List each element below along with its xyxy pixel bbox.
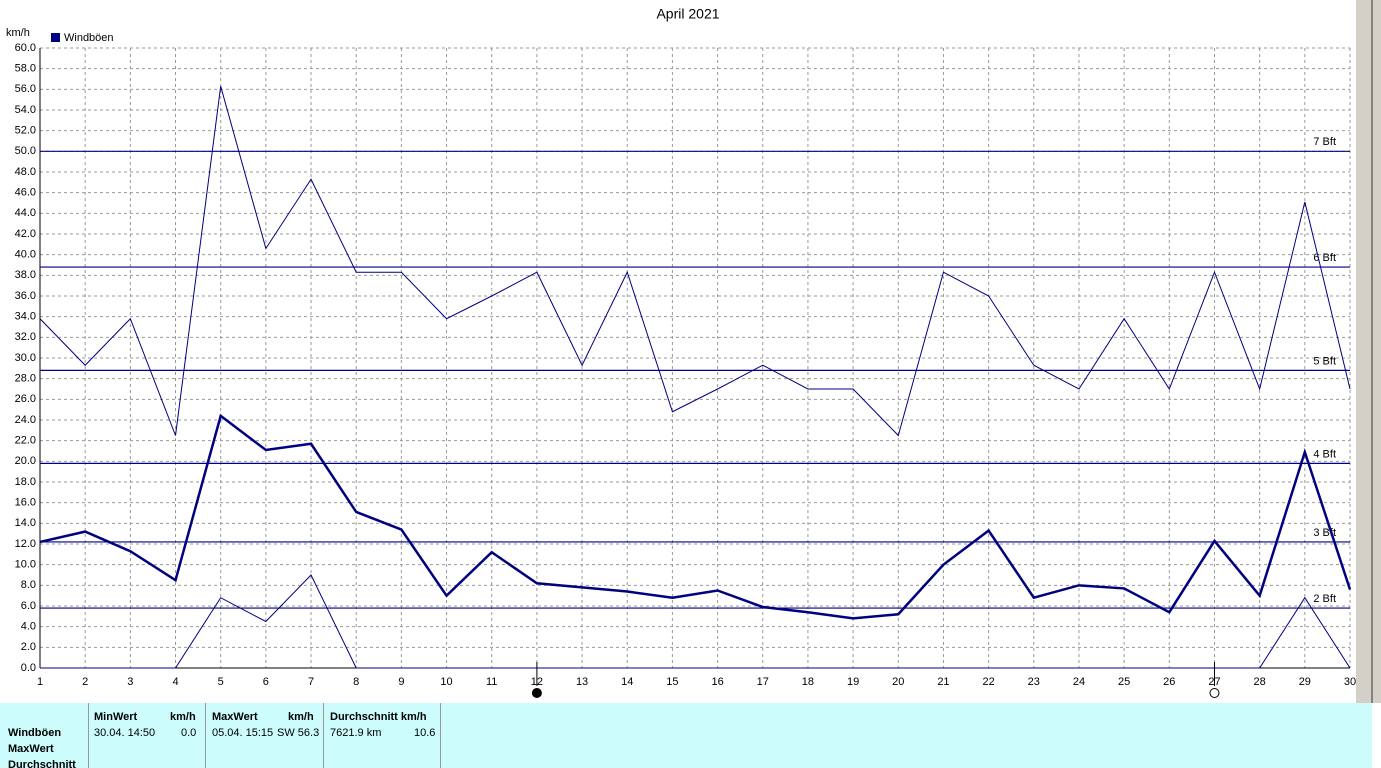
col-header: MinWert <box>94 711 138 723</box>
cell: 05.04. 15:15 <box>212 727 274 739</box>
y-tick-label: 32.0 <box>15 331 36 343</box>
y-tick-label: 2.0 <box>21 641 36 653</box>
chart-title: April 2021 <box>656 6 719 22</box>
row-label: Durchschnitt <box>8 759 76 768</box>
x-tick-label: 29 <box>1299 676 1311 688</box>
y-tick-label: 56.0 <box>15 83 36 95</box>
cell: 0.0 <box>181 727 197 739</box>
x-tick-label: 21 <box>937 676 949 688</box>
separator <box>323 703 324 768</box>
x-tick-label: 1 <box>37 676 43 688</box>
col-header: MaxWert <box>212 711 258 723</box>
cell: 7621.9 km <box>330 727 382 739</box>
x-tick-label: 30 <box>1344 676 1356 688</box>
series-line <box>39 86 1351 437</box>
x-tick-label: 5 <box>218 676 224 688</box>
x-tick-label: 7 <box>308 676 314 688</box>
x-tick-label: 11 <box>486 676 497 688</box>
y-tick-label: 40.0 <box>15 249 36 261</box>
y-tick-label: 52.0 <box>15 125 36 137</box>
x-tick-label: 16 <box>711 676 723 688</box>
y-tick-label: 12.0 <box>15 538 36 550</box>
side-panel <box>1356 0 1381 703</box>
separator <box>205 703 206 768</box>
x-tick-label: 28 <box>1254 676 1266 688</box>
y-tick-label: 28.0 <box>15 373 36 385</box>
x-tick-label: 25 <box>1118 676 1130 688</box>
x-tick-label: 2 <box>82 676 88 688</box>
x-tick-label: 18 <box>802 676 814 688</box>
x-tick-label: 6 <box>263 676 269 688</box>
separator <box>440 703 441 768</box>
y-tick-label: 6.0 <box>21 600 36 612</box>
beaufort-label: 7 Bft <box>1313 136 1336 148</box>
y-tick-label: 22.0 <box>15 435 36 447</box>
beaufort-label: 5 Bft <box>1313 355 1336 367</box>
y-tick-label: 46.0 <box>15 187 36 199</box>
y-tick-label: 24.0 <box>15 414 36 426</box>
y-tick-label: 30.0 <box>15 352 36 364</box>
x-tick-label: 20 <box>892 676 904 688</box>
col-unit: km/h <box>170 711 196 723</box>
cell: 10.6 <box>414 727 436 739</box>
y-tick-label: 16.0 <box>15 497 36 509</box>
x-tick-label: 8 <box>353 676 359 688</box>
x-tick-label: 22 <box>982 676 994 688</box>
y-tick-label: 48.0 <box>15 166 36 178</box>
x-tick-label: 24 <box>1073 676 1085 688</box>
y-tick-label: 60.0 <box>15 42 36 54</box>
stats-table: Windböen MaxWert Durchschnitt MinWert km… <box>0 703 1372 768</box>
x-tick-label: 3 <box>127 676 133 688</box>
series-line <box>40 574 1351 669</box>
x-tick-label: 19 <box>847 676 859 688</box>
col-header: Durchschnitt km/h <box>330 711 427 723</box>
x-tick-label: 4 <box>172 676 178 688</box>
y-tick-label: 36.0 <box>15 290 36 302</box>
y-tick-label: 26.0 <box>15 393 36 405</box>
moon-icon <box>1209 688 1220 698</box>
y-tick-label: 18.0 <box>15 476 36 488</box>
cell: 30.04. 14:50 <box>94 727 156 739</box>
y-tick-label: 8.0 <box>21 579 36 591</box>
beaufort-label: 6 Bft <box>1313 252 1336 264</box>
row-label: MaxWert <box>8 743 54 755</box>
row-label: Windböen <box>8 727 62 739</box>
y-tick-label: 20.0 <box>15 455 36 467</box>
x-tick-label: 17 <box>757 676 769 688</box>
chart: April 2021 km/h Windböen 0.0 2.0 4.0 6.0 8.0… <box>6 0 1381 703</box>
y-tick-label: 50.0 <box>15 145 36 157</box>
moon-icon <box>531 688 542 698</box>
y-tick-label: 34.0 <box>15 311 36 323</box>
separator <box>88 703 89 768</box>
y-tick-label: 42.0 <box>15 228 36 240</box>
beaufort-label: 4 Bft <box>1313 448 1336 460</box>
y-tick-label: 58.0 <box>15 63 36 75</box>
x-tick-label: 9 <box>398 676 404 688</box>
y-tick-label: 4.0 <box>21 621 36 633</box>
series-line <box>39 413 1352 620</box>
y-tick-label: 54.0 <box>15 104 36 116</box>
x-tick-label: 14 <box>621 676 633 688</box>
x-tick-label: 15 <box>666 676 678 688</box>
legend-label: Windböen <box>64 32 114 44</box>
y-tick-label: 10.0 <box>15 559 36 571</box>
y-unit: km/h <box>6 27 30 39</box>
y-tick-label: 44.0 <box>15 207 36 219</box>
x-tick-label: 23 <box>1028 676 1040 688</box>
x-tick-label: 10 <box>440 676 452 688</box>
cell: SW 56.3 <box>277 727 320 739</box>
y-tick-label: 14.0 <box>15 517 36 529</box>
legend-swatch <box>51 33 60 42</box>
x-tick-label: 13 <box>576 676 588 688</box>
x-tick-label: 26 <box>1163 676 1175 688</box>
y-tick-label: 0.0 <box>21 662 36 674</box>
y-tick-label: 38.0 <box>15 269 36 281</box>
col-unit: km/h <box>288 711 314 723</box>
beaufort-label: 2 Bft <box>1313 593 1336 605</box>
